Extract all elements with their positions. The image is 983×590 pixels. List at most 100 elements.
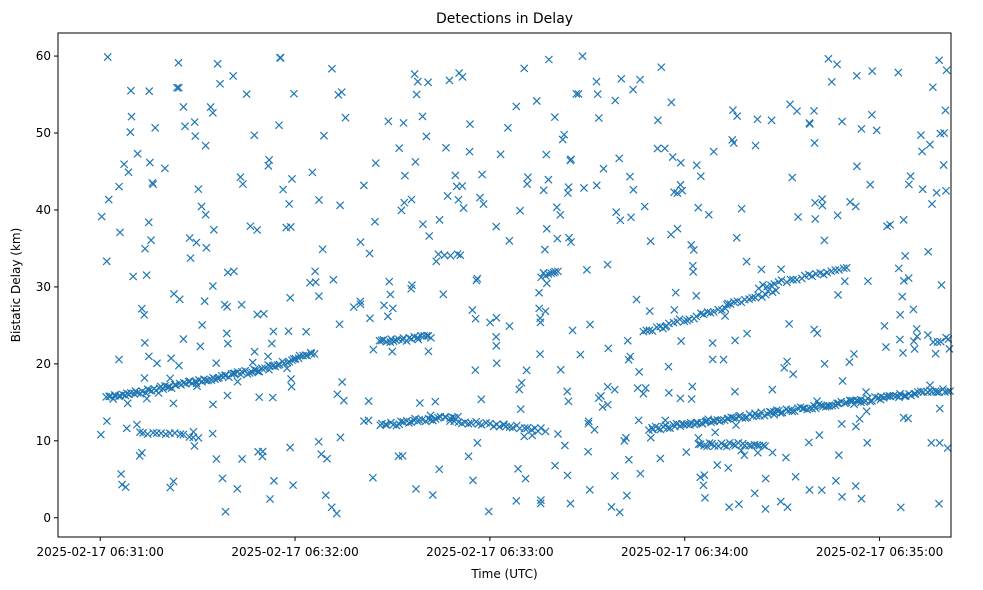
data-point xyxy=(946,387,955,396)
data-point xyxy=(200,297,209,306)
data-point xyxy=(780,363,789,372)
data-point xyxy=(209,225,218,234)
data-point xyxy=(852,71,861,80)
data-point xyxy=(633,384,642,393)
data-point xyxy=(768,448,777,457)
data-point xyxy=(838,117,847,126)
data-point xyxy=(593,90,602,99)
data-point xyxy=(783,503,792,512)
data-point xyxy=(166,483,175,492)
data-point xyxy=(102,417,111,426)
data-point xyxy=(923,330,932,340)
data-point xyxy=(941,186,950,195)
data-point xyxy=(174,58,183,67)
data-point xyxy=(646,433,655,442)
data-point xyxy=(792,275,801,284)
data-point xyxy=(703,442,712,451)
data-point xyxy=(456,251,465,260)
data-point xyxy=(492,222,501,231)
data-point xyxy=(264,365,273,374)
data-point xyxy=(194,185,203,194)
data-point xyxy=(365,249,374,258)
data-point xyxy=(592,77,601,86)
data-point xyxy=(899,215,908,224)
data-point xyxy=(267,339,276,348)
data-point xyxy=(558,135,567,144)
data-point xyxy=(635,367,644,376)
data-point xyxy=(236,173,245,182)
data-point xyxy=(259,309,268,318)
data-point xyxy=(174,361,183,370)
data-point xyxy=(750,489,759,498)
data-point xyxy=(435,465,444,474)
data-point xyxy=(179,430,188,439)
data-point xyxy=(314,195,324,204)
data-point xyxy=(142,394,151,403)
data-point xyxy=(820,359,829,368)
data-point xyxy=(377,336,386,345)
data-point xyxy=(761,290,770,299)
data-point xyxy=(611,96,620,105)
data-point xyxy=(694,203,703,212)
data-point xyxy=(789,370,798,379)
data-point xyxy=(541,307,550,316)
data-point xyxy=(425,231,434,241)
data-point xyxy=(439,290,448,299)
data-point xyxy=(118,480,127,489)
data-point xyxy=(327,64,336,73)
data-point xyxy=(223,391,232,400)
data-point xyxy=(704,415,713,424)
data-point xyxy=(607,502,616,511)
data-point xyxy=(459,204,468,213)
x-axis-label: Time (UTC) xyxy=(470,567,537,581)
data-point xyxy=(817,486,826,495)
x-tick-label: 2025-02-17 06:35:00 xyxy=(816,545,943,559)
data-point xyxy=(636,75,645,84)
data-point xyxy=(410,332,419,341)
data-point xyxy=(505,322,514,331)
data-point xyxy=(550,113,559,122)
data-point xyxy=(918,147,927,156)
data-point xyxy=(400,171,409,180)
data-point xyxy=(615,154,624,163)
data-point xyxy=(759,441,768,450)
data-point xyxy=(428,490,437,500)
data-point xyxy=(668,153,677,162)
data-point xyxy=(846,197,855,206)
data-point xyxy=(542,279,551,288)
data-point xyxy=(229,369,238,378)
data-point xyxy=(166,374,175,383)
data-point xyxy=(585,320,595,329)
data-point xyxy=(140,374,149,383)
data-point xyxy=(139,428,148,437)
data-point xyxy=(872,126,881,135)
data-point xyxy=(536,314,545,323)
data-point xyxy=(699,310,708,319)
data-point xyxy=(758,280,767,289)
data-point xyxy=(189,427,198,436)
data-point xyxy=(849,349,859,358)
data-point xyxy=(833,211,842,220)
data-point xyxy=(389,337,398,346)
data-point xyxy=(568,326,577,335)
data-point xyxy=(334,90,343,99)
data-point xyxy=(124,168,133,177)
data-point xyxy=(851,481,860,491)
data-point xyxy=(175,295,184,304)
y-axis-label: Bistatic Delay (km) xyxy=(9,228,23,343)
data-point xyxy=(692,291,701,300)
x-tick-label: 2025-02-17 06:31:00 xyxy=(36,545,163,559)
data-point xyxy=(492,332,501,341)
data-point xyxy=(737,204,746,213)
data-point xyxy=(584,417,593,426)
data-point xyxy=(933,388,942,397)
data-point xyxy=(471,314,480,323)
data-point xyxy=(610,471,619,480)
data-point xyxy=(536,424,545,433)
data-point xyxy=(265,155,274,164)
data-point xyxy=(909,337,918,346)
data-point xyxy=(176,430,185,439)
data-point xyxy=(535,304,544,313)
data-point xyxy=(443,191,452,200)
